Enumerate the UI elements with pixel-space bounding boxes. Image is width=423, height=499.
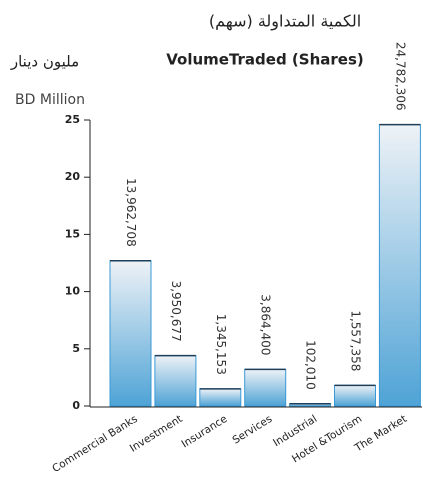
- y-tick-label: 10: [65, 285, 81, 298]
- subtitle: VolumeTraded (Shares): [166, 51, 364, 69]
- y-axis-label: BD Million: [15, 92, 85, 108]
- x-tick-label: Services: [230, 413, 274, 447]
- x-tick-label: Commercial Banks: [50, 413, 139, 475]
- bar: [378, 124, 421, 407]
- volume-label: 3,950,677: [169, 281, 183, 342]
- volume-label: 1,345,153: [214, 314, 228, 375]
- volume-label: 3,864,400: [259, 294, 273, 355]
- bar: [334, 384, 376, 407]
- volume-label: 13,962,708: [124, 178, 138, 247]
- y-tick-label: 20: [65, 170, 81, 183]
- bar: [154, 355, 197, 407]
- bar: [109, 260, 152, 407]
- volume-label: 102,010: [304, 340, 318, 390]
- y-tick-label: 15: [65, 227, 80, 240]
- x-tick-label: Insurance: [179, 413, 229, 450]
- volume-label: 24,782,306: [393, 42, 407, 111]
- bar: [244, 368, 287, 407]
- volume-label: 1,557,358: [349, 310, 363, 371]
- y-tick-label: 5: [72, 342, 80, 355]
- y-tick-label: 25: [65, 113, 80, 126]
- bar: [199, 388, 242, 407]
- title: الكمية المتداولة (سهم): [209, 12, 361, 32]
- y-tick-label: 0: [72, 399, 80, 412]
- y-axis-label-arabic: مليون دينار: [10, 53, 79, 71]
